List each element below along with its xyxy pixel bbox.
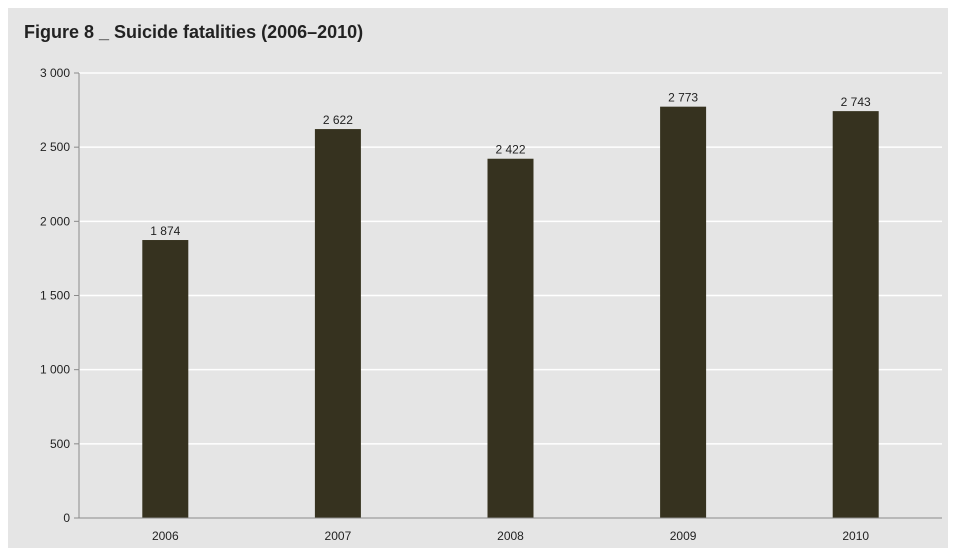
bar-2010 xyxy=(832,111,879,518)
chart-title: Figure 8 _ Suicide fatalities (2006–2010… xyxy=(24,22,364,42)
x-tick-label: 2007 xyxy=(325,529,352,543)
x-tick-label: 2010 xyxy=(842,529,869,543)
bar-2009 xyxy=(660,106,707,519)
y-tick-label: 1 500 xyxy=(40,289,70,303)
x-tick-label: 2009 xyxy=(670,529,697,543)
bars xyxy=(142,106,879,519)
y-tick-label: 2 000 xyxy=(40,214,70,228)
data-label-2007: 2 622 xyxy=(323,113,353,127)
x-tick-label: 2006 xyxy=(152,529,179,543)
bar-2007 xyxy=(314,129,361,518)
axes xyxy=(74,72,942,519)
bar-2006 xyxy=(142,240,189,519)
y-tick-label: 2 500 xyxy=(40,140,70,154)
x-tick-label: 2008 xyxy=(497,529,524,543)
y-tick-label: 3 000 xyxy=(40,66,70,80)
bar-2008 xyxy=(487,158,534,518)
y-tick-label: 500 xyxy=(50,437,70,451)
data-label-2008: 2 422 xyxy=(495,143,525,157)
data-label-2006: 1 874 xyxy=(150,224,180,238)
y-tick-label: 1 000 xyxy=(40,363,70,377)
data-label-2010: 2 743 xyxy=(841,95,871,109)
y-tick-label: 0 xyxy=(63,511,70,525)
labels: 0 500 1 000 1 500 2 000 2 500 3 000 1 874 2006 2 … xyxy=(40,66,871,543)
data-label-2009: 2 773 xyxy=(668,91,698,105)
